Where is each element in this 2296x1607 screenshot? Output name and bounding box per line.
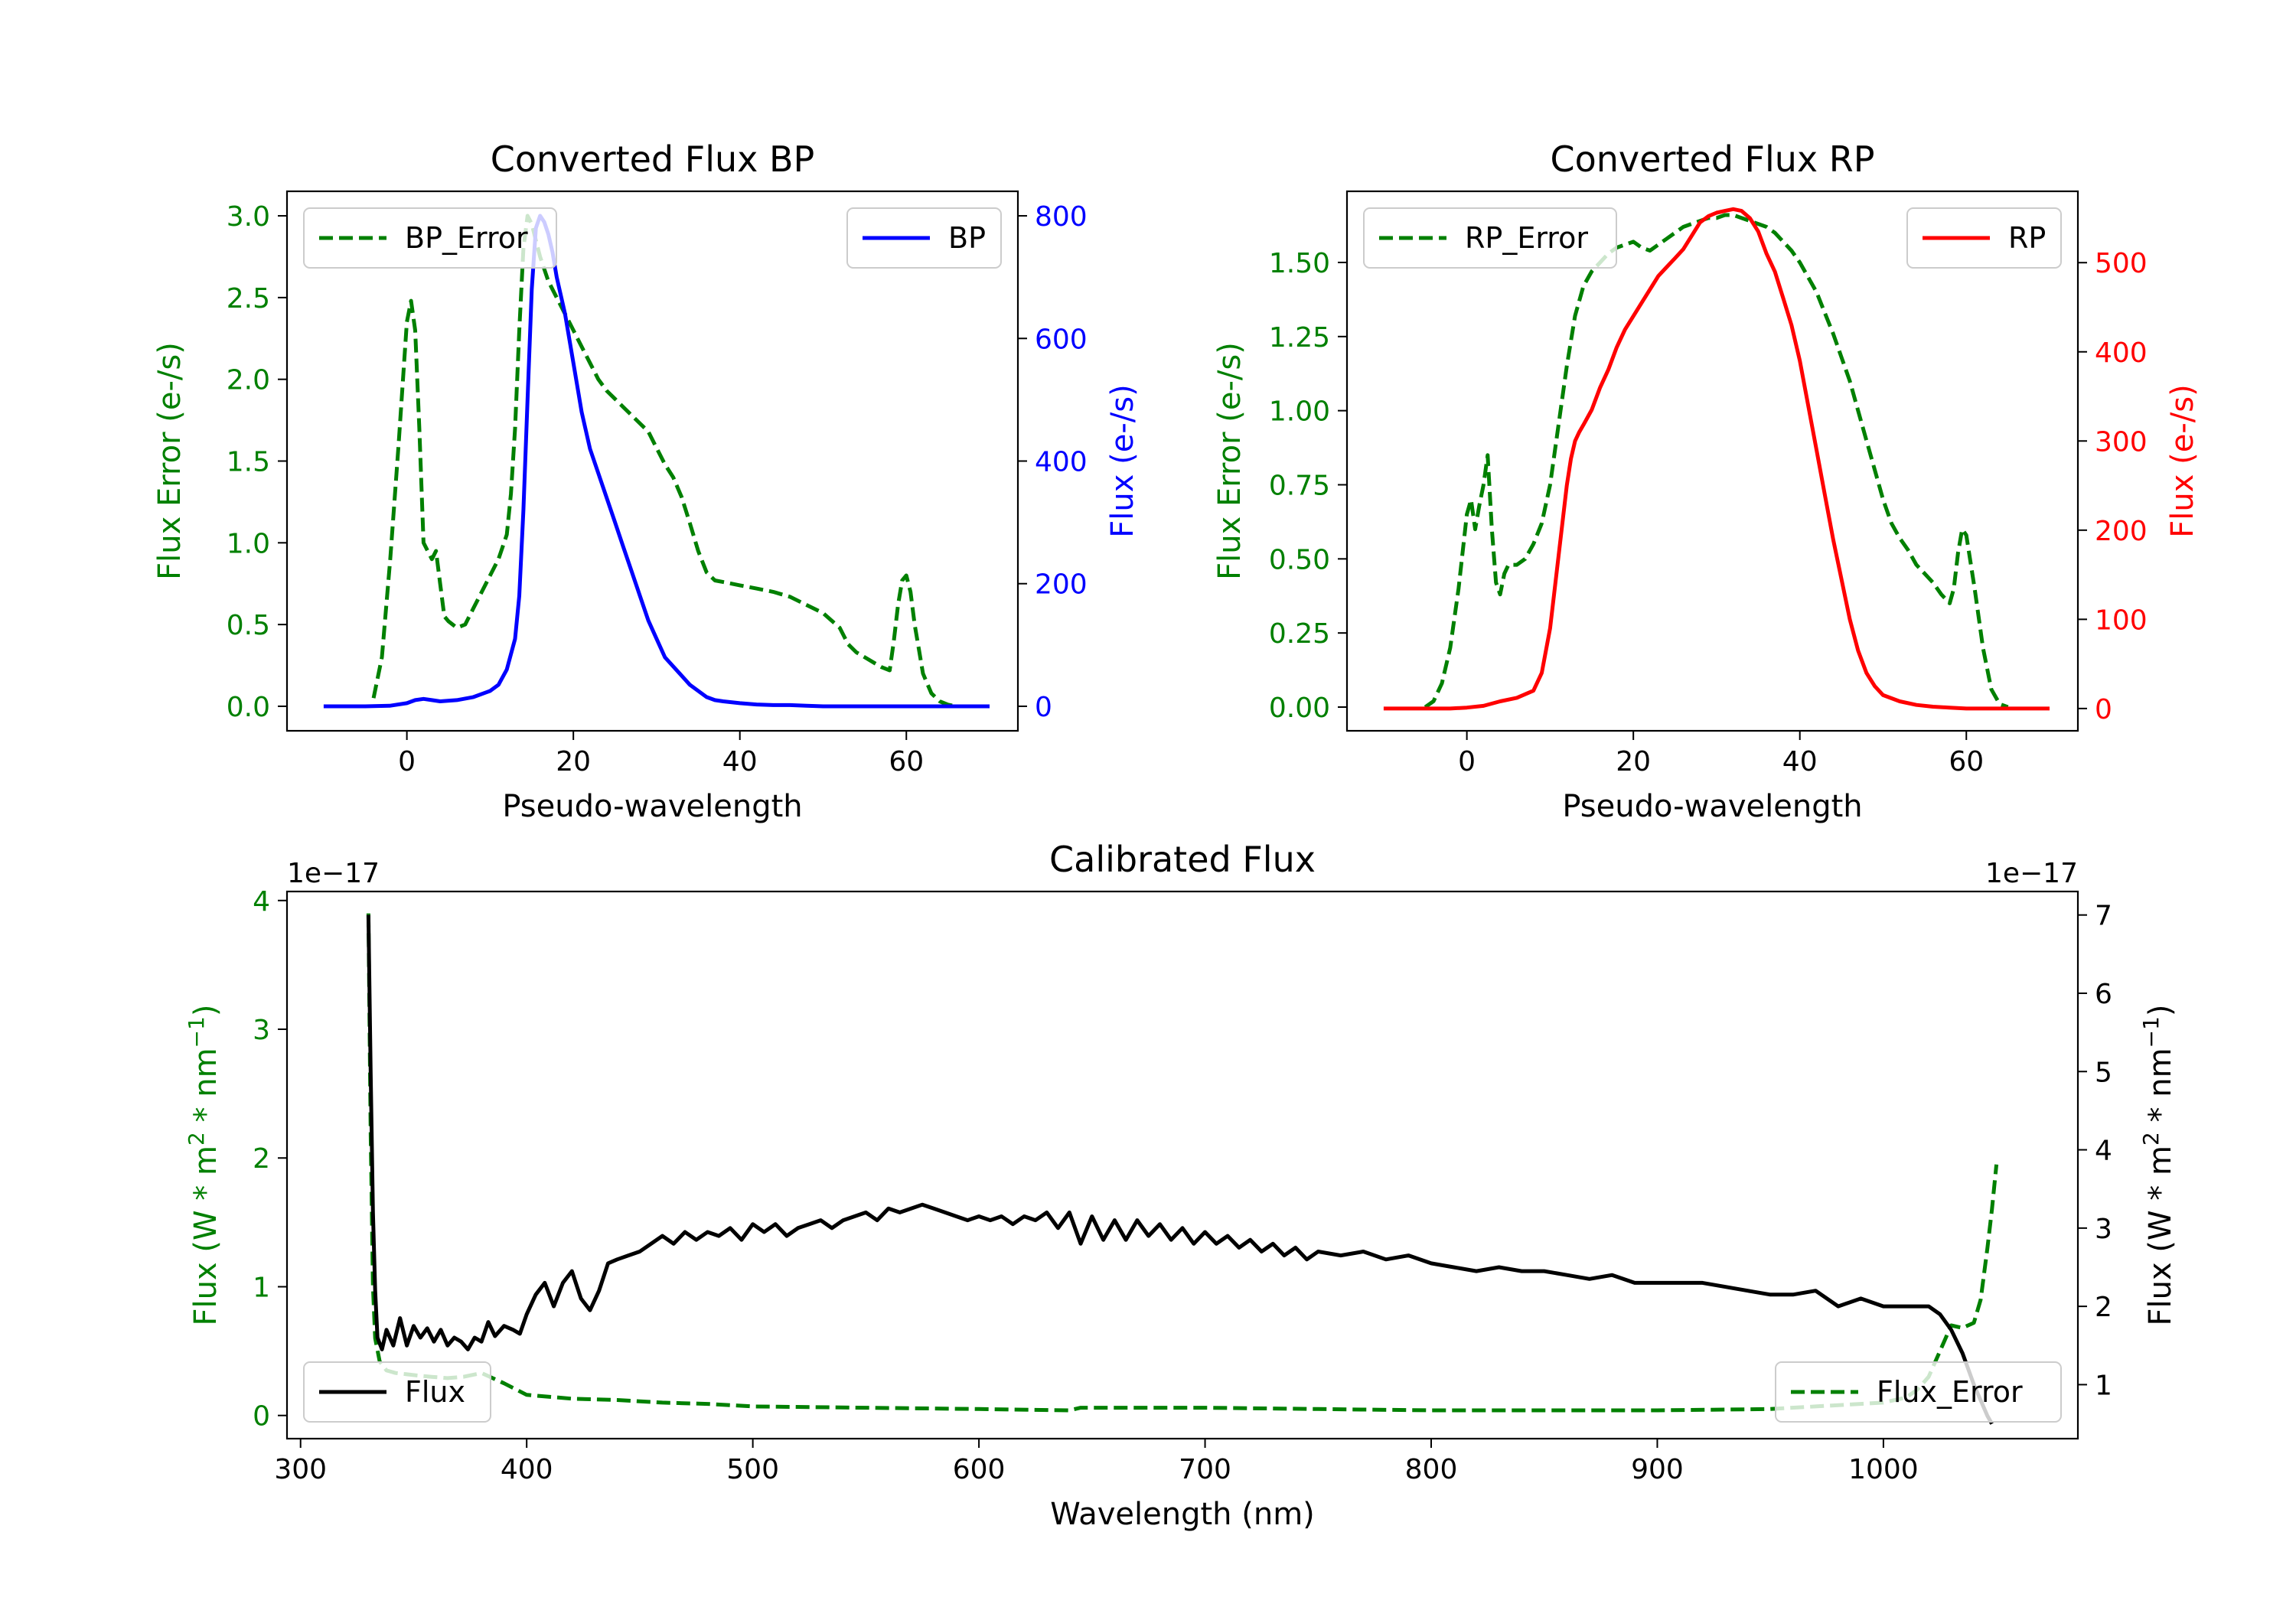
chart-title: Converted Flux RP <box>1551 139 1875 180</box>
legend-box <box>1775 1361 2062 1423</box>
plot-frame <box>1345 190 2079 732</box>
chart-title: Calibrated Flux <box>1049 839 1316 880</box>
series-line-flux-error <box>366 913 1999 1413</box>
series-line-bp <box>323 214 990 709</box>
left-y-axis-label: Flux Error (e-/s) <box>1212 342 1247 580</box>
panel-bp: 0 20 40 60 0.0 0.5 1.0 1.5 2.0 2.5 3.0 0 200 400 600 80… <box>152 139 1140 824</box>
plot-frame <box>285 190 1019 732</box>
left-y-tick-label: 1.50 <box>1269 248 1330 279</box>
right-y-tick-label: 400 <box>2095 337 2148 369</box>
x-axis-label: Pseudo-wavelength <box>1562 789 1862 824</box>
bp-legend-2: BP <box>846 207 1002 269</box>
right-y-tick-label: 200 <box>2095 516 2148 547</box>
right-y-tick-label: 0 <box>2095 694 2112 725</box>
x-tick-label: 300 <box>274 1454 327 1485</box>
rp-legend-1: RP_Error <box>1363 207 1617 269</box>
series-line-flux <box>366 914 1994 1425</box>
x-tick-label: 60 <box>889 746 924 777</box>
bp-legend-1: BP_Error <box>303 207 557 269</box>
x-tick-label: 900 <box>1631 1454 1684 1485</box>
right-y-tick-label: 100 <box>2095 605 2148 636</box>
right-y-axis-label: Flux (e-/s) <box>2165 384 2200 537</box>
x-tick-label: 800 <box>1405 1454 1458 1485</box>
left-y-tick-label: 3 <box>253 1015 270 1046</box>
legend-label-flux: Flux <box>405 1375 465 1409</box>
series-line-rp-error <box>1424 213 2009 709</box>
right-y-tick-label: 300 <box>2095 426 2148 458</box>
right-y-tick-label: 600 <box>1035 324 1088 355</box>
x-tick-label: 20 <box>556 746 591 777</box>
x-axis-label: Wavelength (nm) <box>1050 1497 1315 1532</box>
x-tick-label: 20 <box>1616 746 1651 777</box>
left-y-axis-label: Flux (W * m2 * nm−1) <box>184 1005 224 1326</box>
left-y-tick-label: 3.0 <box>227 201 270 233</box>
cal-legend-2: Flux_Error <box>1775 1361 2062 1423</box>
left-y-tick-label: 1.00 <box>1269 396 1330 428</box>
panel-cal: 300 400 500 600 700 800 900 1000 0 1 2 3 4 1 2 3 4 5 6 7 Cal… <box>184 839 2179 1532</box>
right-y-tick-label: 500 <box>2095 248 2148 279</box>
left-y-tick-label: 1 <box>253 1272 270 1303</box>
legend-box <box>303 207 557 269</box>
right-y-tick-label: 1 <box>2095 1370 2112 1401</box>
right-y-tick-label: 2 <box>2095 1292 2112 1323</box>
right-y-axis-label: Flux (W * m2 * nm−1) <box>2138 1005 2179 1326</box>
left-y-tick-label: 1.25 <box>1269 322 1330 354</box>
left-y-tick-label: 2 <box>253 1143 270 1175</box>
left-y-tick-label: 0.0 <box>227 692 270 723</box>
left-y-axis-label: Flux Error (e-/s) <box>152 342 188 580</box>
x-tick-label: 40 <box>1782 746 1818 777</box>
left-y-tick-label: 0.75 <box>1269 470 1330 501</box>
plot-frame <box>285 890 2079 1440</box>
legend-label-flux_error: Flux_Error <box>1877 1375 2023 1409</box>
left-y-tick-label: 4 <box>253 886 270 918</box>
x-tick-label: 700 <box>1179 1454 1231 1485</box>
right-y-tick-label: 400 <box>1035 447 1088 478</box>
right-y-axis-label: Flux (e-/s) <box>1105 384 1140 537</box>
right-y-tick-label: 200 <box>1035 569 1088 601</box>
right-y-tick-label: 4 <box>2095 1136 2112 1167</box>
legend-label-rp_error: RP_Error <box>1465 221 1588 255</box>
series-line-rp <box>1383 207 2050 711</box>
series-line-bp-error <box>371 214 982 709</box>
right-y-tick-label: 0 <box>1035 692 1052 723</box>
left-axis-multiplier: 1e−17 <box>287 858 380 889</box>
right-y-tick-label: 800 <box>1035 201 1088 233</box>
x-tick-label: 40 <box>722 746 758 777</box>
left-y-tick-label: 0.00 <box>1269 693 1330 724</box>
chart-title: Converted Flux BP <box>491 139 815 180</box>
panel-rp: 0 20 40 60 0.00 0.25 0.50 0.75 1.00 1.25 1.50 0 100 2… <box>1212 139 2200 824</box>
legend-label-rp: RP <box>2008 221 2046 255</box>
rp-legend-2: RP <box>1906 207 2062 269</box>
legend-label-bp: BP <box>948 221 986 255</box>
x-tick-label: 0 <box>1458 746 1476 777</box>
right-axis-multiplier: 1e−17 <box>1985 858 2078 889</box>
right-y-tick-label: 6 <box>2095 979 2112 1010</box>
left-y-tick-label: 1.5 <box>227 447 270 478</box>
x-tick-label: 500 <box>726 1454 779 1485</box>
left-y-tick-label: 2.0 <box>227 365 270 396</box>
right-y-tick-label: 7 <box>2095 901 2112 932</box>
x-tick-label: 400 <box>501 1454 553 1485</box>
right-y-tick-label: 5 <box>2095 1057 2112 1088</box>
left-y-tick-label: 0.5 <box>227 610 270 641</box>
right-y-tick-label: 3 <box>2095 1214 2112 1245</box>
left-y-tick-label: 0.50 <box>1269 544 1330 575</box>
legend-box <box>1363 207 1617 269</box>
x-tick-label: 600 <box>953 1454 1006 1485</box>
left-y-tick-label: 1.0 <box>227 528 270 559</box>
left-y-tick-label: 2.5 <box>227 283 270 315</box>
x-tick-label: 60 <box>1949 746 1984 777</box>
cal-legend-1: Flux <box>303 1361 491 1423</box>
legend-label-bp_error: BP_Error <box>405 221 528 255</box>
legend-box <box>303 1361 491 1423</box>
x-tick-label: 0 <box>398 746 416 777</box>
left-y-tick-label: 0 <box>253 1401 270 1433</box>
x-axis-label: Pseudo-wavelength <box>502 789 802 824</box>
left-y-tick-label: 0.25 <box>1269 618 1330 650</box>
x-tick-label: 1000 <box>1848 1454 1919 1485</box>
